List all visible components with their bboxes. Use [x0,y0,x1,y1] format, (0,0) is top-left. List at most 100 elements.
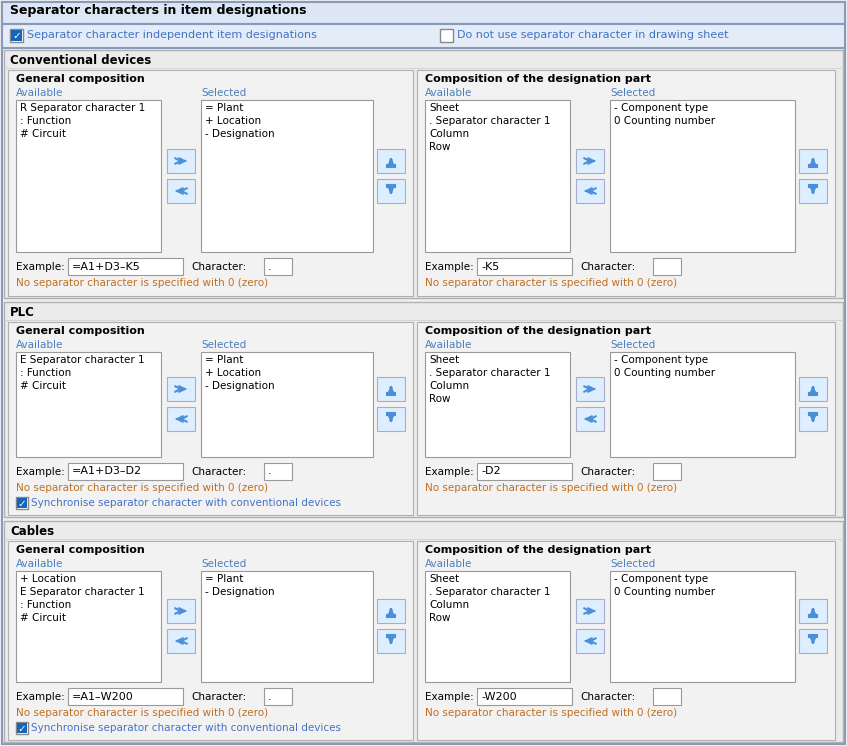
Text: Character:: Character: [580,262,635,272]
Text: + Location: + Location [205,116,261,126]
Text: Character:: Character: [580,692,635,702]
Bar [576,599,604,623]
Text: No separator character is specified with 0 (zero): No separator character is specified with… [16,278,268,288]
Text: + Location: + Location [205,368,261,378]
Text: . Separator character 1: . Separator character 1 [429,368,551,378]
Bar [167,407,195,431]
Text: ✓: ✓ [18,499,26,509]
Text: 0 Counting number: 0 Counting number [614,587,715,597]
Bar [477,463,572,480]
Text: ✓: ✓ [18,724,26,734]
Text: .: . [268,692,272,701]
Text: Composition of the designation part: Composition of the designation part [425,74,651,84]
Text: Row: Row [429,142,451,152]
Bar [377,629,405,653]
Bar [576,629,604,653]
Text: E Separator character 1: E Separator character 1 [20,355,145,365]
Text: Example:: Example: [16,692,64,702]
Bar [377,377,405,401]
Text: Synchronise separator character with conventional devices: Synchronise separator character with con… [31,498,341,508]
Text: Conventional devices: Conventional devices [10,54,152,67]
Text: R Separator character 1: R Separator character 1 [20,103,145,113]
Bar [68,463,183,480]
Bar [11,30,22,41]
Text: Do not use separator character in drawing sheet: Do not use separator character in drawin… [457,30,728,40]
Bar [576,407,604,431]
Text: Selected: Selected [201,88,246,98]
Text: Composition of the designation part: Composition of the designation part [425,545,651,555]
Text: Cables: Cables [10,525,54,538]
Bar [425,571,570,682]
Text: : Function: : Function [20,600,71,610]
Text: Example:: Example: [425,467,473,477]
Bar [377,179,405,203]
Text: E Separator character 1: E Separator character 1 [20,587,145,597]
Bar [201,100,373,252]
Text: .: . [268,262,272,272]
Text: . Separator character 1: . Separator character 1 [429,587,551,597]
Text: Example:: Example: [425,692,473,702]
Text: No separator character is specified with 0 (zero): No separator character is specified with… [425,278,677,288]
Text: No separator character is specified with 0 (zero): No separator character is specified with… [16,708,268,718]
Text: # Circuit: # Circuit [20,381,66,391]
Bar [8,70,413,296]
Bar [799,149,827,173]
Text: Column: Column [429,129,469,139]
Text: = Plant: = Plant [205,574,243,584]
Text: No separator character is specified with 0 (zero): No separator character is specified with… [16,483,268,493]
Bar [799,407,827,431]
Text: - Component type: - Component type [614,355,708,365]
Bar [653,258,681,275]
Text: Selected: Selected [201,340,246,350]
Bar [167,599,195,623]
Bar [16,100,161,252]
Text: Synchronise separator character with conventional devices: Synchronise separator character with con… [31,723,341,733]
Bar [610,571,795,682]
Text: . Separator character 1: . Separator character 1 [429,116,551,126]
Bar [201,352,373,457]
Text: - Component type: - Component type [614,103,708,113]
Bar [425,100,570,252]
Text: Selected: Selected [201,559,246,569]
Text: Character:: Character: [191,262,246,272]
Bar [653,463,681,480]
Bar [576,179,604,203]
Bar [799,377,827,401]
Text: Available: Available [16,340,64,350]
Text: - Component type: - Component type [614,574,708,584]
Bar [167,629,195,653]
Text: Character:: Character: [580,467,635,477]
Bar [8,322,413,515]
Text: : Function: : Function [20,116,71,126]
Text: - Designation: - Designation [205,381,274,391]
Bar [417,541,835,740]
Bar [417,70,835,296]
Text: Row: Row [429,394,451,404]
Text: Sheet: Sheet [429,355,459,365]
Bar [440,29,453,42]
Bar [2,2,845,24]
Bar [17,723,27,733]
Text: -W200: -W200 [481,692,517,701]
Text: Character:: Character: [191,692,246,702]
Text: ✓: ✓ [12,31,21,42]
Bar [16,571,161,682]
Text: General composition: General composition [16,74,145,84]
Bar [477,258,572,275]
Text: Available: Available [16,88,64,98]
Text: # Circuit: # Circuit [20,129,66,139]
Bar [68,688,183,705]
Bar [4,521,843,742]
Bar [17,498,27,508]
Bar [16,497,28,509]
Bar [377,407,405,431]
Bar [167,179,195,203]
Text: =A1+D3–D2: =A1+D3–D2 [72,466,142,477]
Text: Separator characters in item designations: Separator characters in item designation… [10,4,307,17]
Bar [477,688,572,705]
Bar [10,29,23,42]
Text: + Location: + Location [20,574,76,584]
Bar [799,599,827,623]
Text: Selected: Selected [610,88,656,98]
Text: Column: Column [429,381,469,391]
